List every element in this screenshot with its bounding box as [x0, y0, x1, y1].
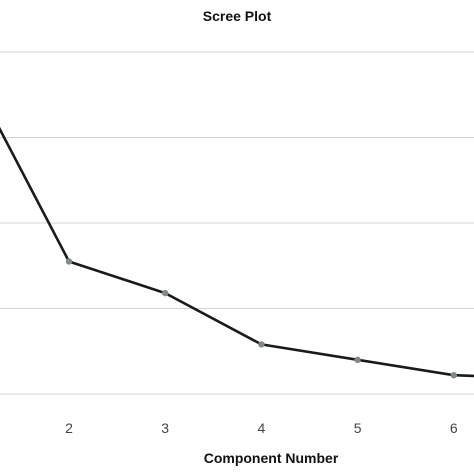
- eigenvalue-line: [0, 126, 474, 378]
- x-tick-labels: 2 3 4 5 6: [65, 420, 458, 436]
- x-tick-label: 4: [258, 420, 266, 436]
- x-tick-label: 6: [450, 420, 458, 436]
- x-tick-label: 5: [354, 420, 362, 436]
- data-point-component-5: [354, 356, 361, 363]
- eigenvalue-points: [65, 258, 457, 379]
- data-point-component-3: [162, 289, 169, 297]
- x-axis-title: Component Number: [203, 450, 339, 466]
- x-tick-label: 2: [65, 420, 73, 436]
- data-point-component-4: [258, 341, 265, 348]
- data-point-component-6: [450, 371, 457, 379]
- gridlines: [0, 51, 474, 395]
- x-tick-label: 3: [161, 420, 169, 436]
- chart-title: Scree Plot: [202, 8, 272, 24]
- eigenvalue-series-line: [0, 126, 474, 378]
- data-point-component-2: [65, 258, 73, 265]
